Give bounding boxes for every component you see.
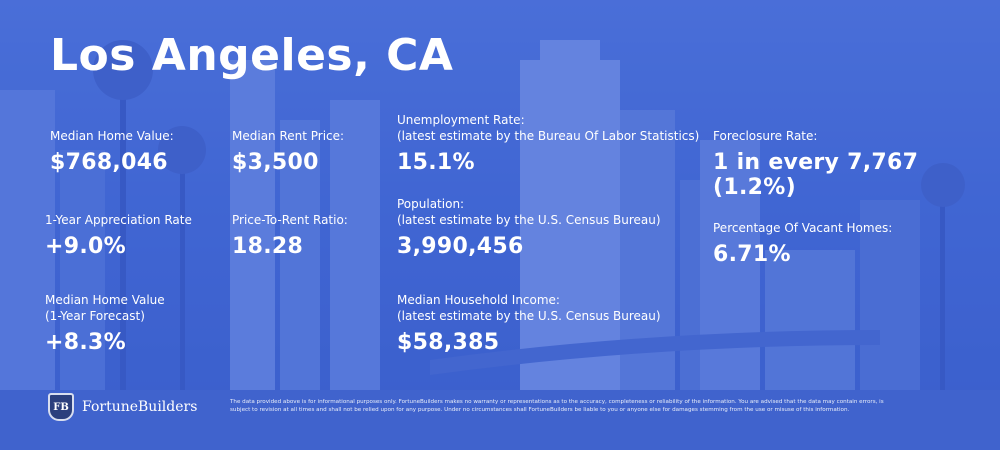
stat-value: +9.0%: [45, 234, 126, 259]
stat-median-rent-price: Median Rent Price: $3,500: [232, 128, 344, 175]
stat-value: 1 in every 7,767 (1.2%): [713, 150, 919, 200]
stat-label: Percentage Of Vacant Homes:: [713, 221, 893, 235]
stat-label: Median Rent Price:: [232, 129, 345, 143]
stat-value: $3,500: [232, 150, 319, 175]
disclaimer-text: The data provided above is for informati…: [230, 399, 884, 413]
stat-value: $768,046: [50, 150, 168, 175]
brand-logo: FB FortuneBuilders: [48, 393, 197, 421]
stat-vacant-homes: Percentage Of Vacant Homes: 6.71%: [713, 220, 892, 267]
stat-appreciation-rate: 1-Year Appreciation Rate +9.0%: [45, 212, 192, 259]
stat-price-to-rent-ratio: Price-To-Rent Ratio: 18.28: [232, 212, 348, 259]
stat-value: $58,385: [397, 330, 500, 355]
stat-label: Foreclosure Rate:: [713, 129, 818, 143]
stat-unemployment-rate: Unemployment Rate: (latest estimate by t…: [397, 112, 699, 175]
stat-median-home-value: Median Home Value: $768,046: [50, 128, 174, 175]
stat-label: Price-To-Rent Ratio:: [232, 213, 348, 227]
stat-label: Median Home Value:: [50, 129, 174, 143]
stat-foreclosure-rate: Foreclosure Rate: 1 in every 7,767 (1.2%…: [713, 128, 1000, 200]
stat-value: 3,990,456: [397, 234, 524, 259]
stat-label: Unemployment Rate: (latest estimate by t…: [397, 113, 700, 143]
stat-median-household-income: Median Household Income: (latest estimat…: [397, 292, 661, 355]
brand-name: FortuneBuilders: [82, 399, 198, 415]
stat-label: Median Home Value (1-Year Forecast): [45, 293, 165, 323]
stat-label: 1-Year Appreciation Rate: [45, 213, 192, 227]
stat-value: 15.1%: [397, 150, 475, 175]
stat-value: +8.3%: [45, 330, 126, 355]
stat-label: Population: (latest estimate by the U.S.…: [397, 197, 661, 227]
stat-home-value-forecast: Median Home Value (1-Year Forecast) +8.3…: [45, 292, 165, 355]
stat-value: 18.28: [232, 234, 304, 259]
stat-label: Median Household Income: (latest estimat…: [397, 293, 661, 323]
stat-population: Population: (latest estimate by the U.S.…: [397, 196, 661, 259]
shield-logo-icon: FB: [48, 393, 74, 421]
page-title: Los Angeles, CA: [50, 30, 454, 81]
stat-value: 6.71%: [713, 242, 791, 267]
